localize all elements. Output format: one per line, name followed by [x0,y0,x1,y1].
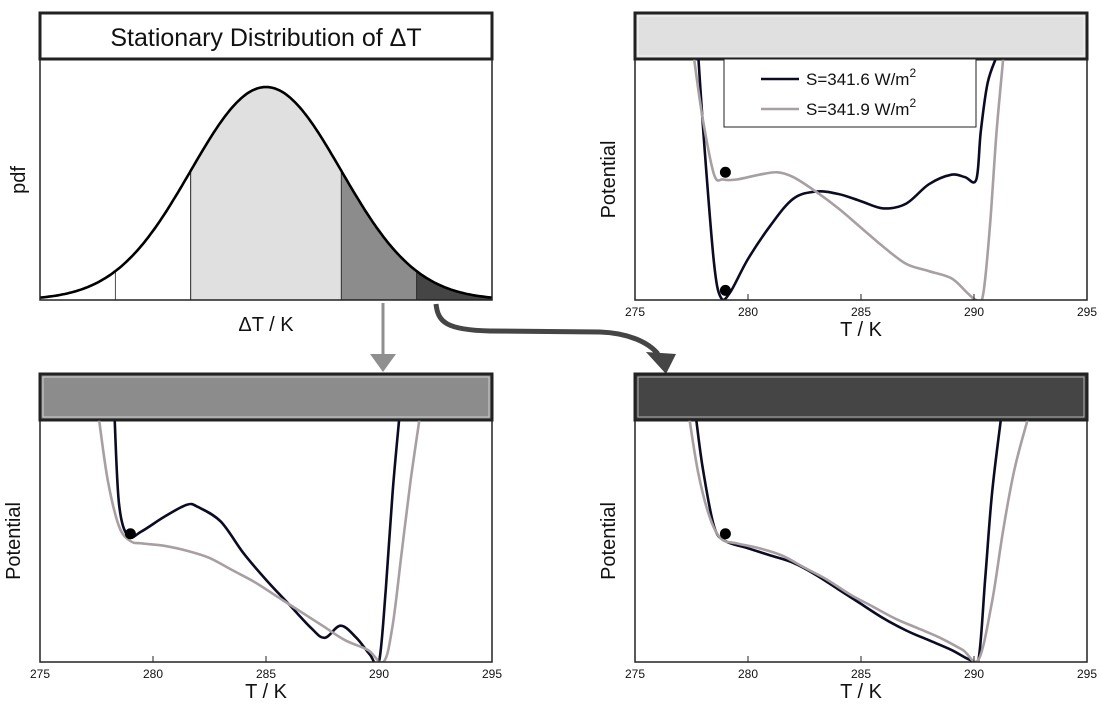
light-header-bar [633,11,1089,61]
mid-xtick-label-0: 275 [30,667,50,681]
light-legend-label-0: S=341.6 W/m2 [806,66,916,89]
mid-ylabel: Potential [3,502,25,580]
light-marker-0 [719,166,731,178]
potential-panel-dark: 275 280 285 290 295 T / K Potential [598,372,1097,703]
light-xtick-label-0: 275 [625,305,645,319]
potential-panel-mid: 275 280 285 290 295 T / K Potential [3,372,502,703]
dark-series-1 [688,420,1029,662]
pdf-curve [39,85,493,299]
light-marker-1 [719,284,731,296]
mid-header-bar [38,372,494,422]
light-header-inner [637,15,1085,57]
dark-xtick-label-2: 285 [851,667,871,681]
dark-ylabel: Potential [598,502,620,580]
light-xtick-label-3: 290 [964,305,984,319]
pdf-panel: Stationary Distribution of ΔT pdf ΔT / K [8,11,494,336]
dark-series-0 [694,420,1003,662]
pdf-shaded-bands [190,86,493,301]
dark-xtick-label-1: 280 [738,667,758,681]
dark-xtick-label-4: 295 [1077,667,1097,681]
dark-header-inner [637,376,1085,418]
dark-xtick-label-0: 275 [625,667,645,681]
light-series-0 [697,59,998,300]
light-legend-label-1: S=341.9 W/m2 [806,96,916,119]
potential-panel-light: 275 280 285 290 295 T / K Potential S=341.6 W/m… [598,11,1097,341]
dark-header-bar [633,372,1089,422]
pdf-plot-frame [39,58,493,301]
mid-series-1 [97,420,421,662]
mid-marker-0 [124,528,136,540]
dark-arrow-head [646,352,676,374]
dark-marker-0 [719,528,731,540]
mid-xlabel: T / K [245,681,288,703]
light-xtick-label-1: 280 [738,305,758,319]
light-xtick-label-2: 285 [851,305,871,319]
light-legend-box [723,58,977,128]
mid-header-inner [42,376,490,418]
light-xtick-label-4: 295 [1077,305,1097,319]
pdf-title: Stationary Distribution of ΔT [110,24,421,52]
mid-series-0 [113,420,401,662]
light-series-1 [692,59,1005,300]
dark-xtick-label-3: 290 [964,667,984,681]
pdf-band-0 [190,86,342,301]
mid-xtick-label-4: 295 [482,667,502,681]
mid-xtick-label-1: 280 [143,667,163,681]
dark-arrow-shaft [433,303,660,356]
mid-xtick-label-2: 285 [256,667,276,681]
pdf-marker-lines [114,170,192,300]
pdf-ylabel: pdf [8,166,30,194]
mid-xtick-label-3: 290 [369,667,389,681]
dark-arrow [433,303,676,374]
mid-plot-frame [39,419,493,663]
pdf-xlabel: ΔT / K [238,314,294,336]
dark-xlabel: T / K [840,681,883,703]
gray-arrow [370,303,396,372]
light-xlabel: T / K [840,319,883,341]
pdf-title-box [38,11,494,61]
dark-plot-frame [634,419,1088,663]
light-ylabel: Potential [598,141,620,219]
gray-arrow-head [370,354,396,372]
